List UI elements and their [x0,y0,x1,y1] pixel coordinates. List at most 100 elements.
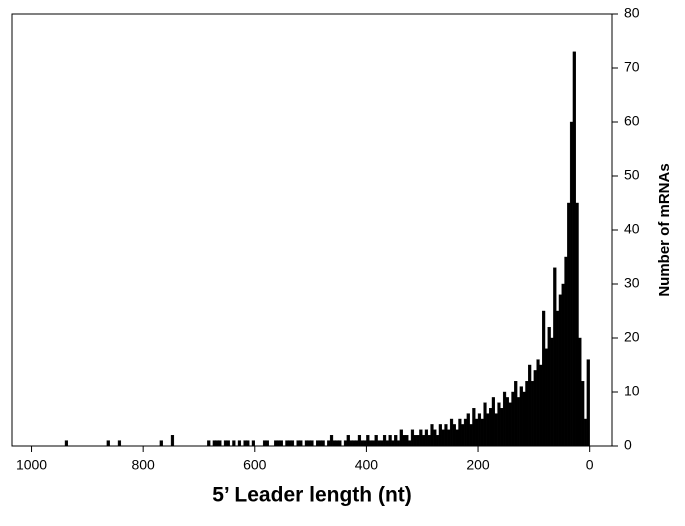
bar [288,440,292,447]
bar [438,424,442,447]
bar [581,381,585,447]
x-tick-label: 200 [466,457,490,473]
bar [64,440,69,447]
bar [396,440,401,447]
x-tick-label: 800 [131,457,155,473]
bar [170,435,175,447]
bar [578,337,582,447]
bar [469,424,473,447]
bar [494,413,498,447]
y-tick-label: 80 [624,5,640,21]
x-tick-label: 1000 [16,457,47,473]
bar [544,348,549,447]
bar [296,440,300,447]
bar [511,391,515,447]
bar [285,440,289,447]
y-tick-label: 20 [624,329,640,345]
bar [514,381,518,447]
bar [352,440,356,447]
x-axis-label: 5’ Leader length (nt) [212,484,412,507]
bar [536,359,540,447]
bar [528,364,532,447]
bar [371,440,375,447]
bar [159,440,163,447]
bar [262,440,267,447]
bar [343,440,348,447]
bar [463,418,468,447]
bar [360,440,364,447]
bar [422,435,426,447]
bar [385,440,389,447]
bar [533,370,537,447]
bar [486,413,490,447]
bar [315,440,320,447]
bar [480,418,484,447]
x-tick-label: 400 [355,457,379,473]
bar [374,435,378,447]
bar [223,440,228,447]
bar [307,440,311,447]
bar [243,440,247,447]
bar [382,435,387,447]
bar [290,440,295,447]
bar [207,440,211,447]
bar [461,424,465,447]
bar [106,440,110,447]
bar [419,429,423,447]
bar [475,418,479,447]
bar [349,440,353,447]
bar [327,440,331,447]
bar [564,256,568,447]
bar [279,440,283,447]
bar [321,440,325,447]
y-tick-label: 40 [624,221,640,237]
bar [539,364,543,447]
bar [274,440,278,447]
bar [399,429,403,447]
bar [449,418,454,447]
bar [416,435,420,447]
bar [388,435,392,447]
bar [553,267,557,447]
bar [380,440,384,447]
bar [477,413,482,447]
plot-frame [11,13,613,447]
bar [497,402,501,447]
bar [304,440,309,447]
bar [530,381,535,447]
bar [547,327,551,447]
x-tick-label: 600 [243,457,267,473]
bar [489,408,493,447]
bar [466,413,470,447]
bar [338,440,342,447]
bar [455,429,459,447]
bar [500,408,504,447]
bar [265,440,269,447]
bar [237,440,242,447]
bar [402,435,406,447]
bar [346,435,350,447]
bar [413,435,417,447]
bar [355,440,359,447]
bar [491,397,495,447]
bar [430,424,434,447]
bar [452,424,456,447]
bar [391,440,395,447]
bar [212,440,216,447]
bar [357,435,362,447]
bar [329,435,334,447]
bar [215,440,219,447]
bar [318,440,322,447]
bar [586,359,590,447]
bar [505,397,509,447]
bar [332,440,336,447]
bar [555,310,560,447]
bar [394,435,398,447]
bar [299,440,303,447]
bar [483,402,487,447]
y-tick-label: 0 [624,437,632,453]
y-tick-label: 60 [624,113,640,129]
bar [424,429,429,447]
bar [508,402,512,447]
bar [405,435,409,447]
